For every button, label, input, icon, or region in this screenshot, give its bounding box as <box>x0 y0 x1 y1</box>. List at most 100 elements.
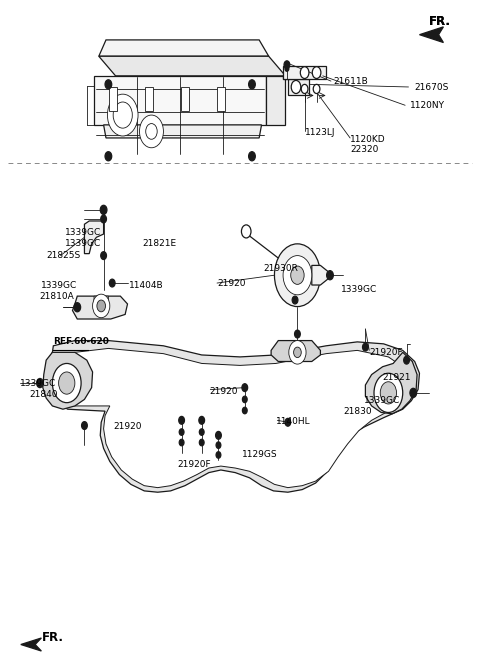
Text: 21920: 21920 <box>209 387 238 396</box>
Text: 22320: 22320 <box>350 145 378 153</box>
Circle shape <box>295 330 300 338</box>
Text: 21821E: 21821E <box>142 239 176 248</box>
Circle shape <box>362 343 368 351</box>
Polygon shape <box>104 125 262 138</box>
Text: REF.60-620: REF.60-620 <box>53 337 109 346</box>
Text: 21920: 21920 <box>217 278 246 288</box>
Bar <box>109 87 117 111</box>
Text: 21930R: 21930R <box>263 264 298 273</box>
Text: 21825S: 21825S <box>46 251 81 260</box>
Polygon shape <box>266 76 286 125</box>
Circle shape <box>74 303 81 312</box>
Circle shape <box>275 244 321 307</box>
Text: 1339GC: 1339GC <box>20 379 56 388</box>
Circle shape <box>294 347 301 358</box>
Circle shape <box>199 440 204 446</box>
Polygon shape <box>72 296 128 319</box>
Text: 1339GC: 1339GC <box>41 280 78 290</box>
Circle shape <box>292 296 298 304</box>
Text: 21921: 21921 <box>383 373 411 382</box>
Circle shape <box>291 266 304 284</box>
Circle shape <box>199 417 204 424</box>
Text: 1129GS: 1129GS <box>242 450 278 458</box>
Circle shape <box>100 205 107 214</box>
Text: 1339GC: 1339GC <box>65 239 102 248</box>
Polygon shape <box>46 341 420 492</box>
Circle shape <box>101 252 107 259</box>
Text: 21920F: 21920F <box>178 460 211 469</box>
Circle shape <box>216 442 221 449</box>
Circle shape <box>146 124 157 140</box>
Circle shape <box>105 152 112 161</box>
Text: 1339GC: 1339GC <box>65 228 102 237</box>
Bar <box>181 87 189 111</box>
Polygon shape <box>99 40 269 56</box>
Text: 21830: 21830 <box>343 407 372 416</box>
Text: 1339GC: 1339GC <box>340 285 377 294</box>
Circle shape <box>242 407 247 414</box>
Circle shape <box>140 115 163 148</box>
Circle shape <box>285 66 289 71</box>
Circle shape <box>312 67 321 79</box>
Polygon shape <box>52 348 408 487</box>
Circle shape <box>179 440 184 446</box>
Polygon shape <box>312 265 328 285</box>
Text: 1120NY: 1120NY <box>410 101 445 110</box>
Circle shape <box>216 432 221 440</box>
Circle shape <box>284 61 290 69</box>
Circle shape <box>283 255 312 295</box>
Circle shape <box>326 271 333 280</box>
Circle shape <box>105 80 112 89</box>
Circle shape <box>179 417 184 424</box>
Circle shape <box>109 279 115 287</box>
Circle shape <box>241 225 251 238</box>
Circle shape <box>289 341 306 364</box>
Circle shape <box>82 422 87 430</box>
Text: 11404B: 11404B <box>129 280 163 290</box>
Circle shape <box>285 419 291 426</box>
Circle shape <box>300 67 309 79</box>
Text: FR.: FR. <box>429 15 451 28</box>
Circle shape <box>410 388 417 398</box>
Text: 21611B: 21611B <box>333 77 368 86</box>
Circle shape <box>249 152 255 161</box>
Bar <box>217 87 225 111</box>
Circle shape <box>101 215 107 223</box>
Circle shape <box>216 452 221 458</box>
Polygon shape <box>94 296 108 314</box>
Text: 21920: 21920 <box>113 422 142 432</box>
Circle shape <box>113 102 132 128</box>
Text: 21840: 21840 <box>29 390 58 399</box>
Polygon shape <box>283 76 310 96</box>
Circle shape <box>301 84 308 94</box>
Circle shape <box>380 382 396 404</box>
Circle shape <box>242 384 248 392</box>
Text: 21810A: 21810A <box>39 291 74 301</box>
Text: 1123LJ: 1123LJ <box>305 128 335 138</box>
Polygon shape <box>43 352 93 409</box>
Polygon shape <box>21 638 41 651</box>
Polygon shape <box>271 341 321 362</box>
Circle shape <box>93 294 110 318</box>
Circle shape <box>97 300 106 312</box>
Polygon shape <box>420 27 444 43</box>
Circle shape <box>36 379 43 388</box>
Text: 21670S: 21670S <box>415 83 449 92</box>
Text: FR.: FR. <box>41 631 63 645</box>
Circle shape <box>108 94 138 136</box>
Polygon shape <box>84 221 104 253</box>
Polygon shape <box>94 76 266 125</box>
Circle shape <box>313 84 320 94</box>
Circle shape <box>199 429 204 436</box>
Polygon shape <box>365 352 417 414</box>
Circle shape <box>179 429 184 436</box>
Circle shape <box>374 373 403 413</box>
Text: 1120KD: 1120KD <box>350 135 386 143</box>
Text: 21920F: 21920F <box>369 348 403 357</box>
Polygon shape <box>99 56 286 76</box>
Circle shape <box>404 356 409 364</box>
Circle shape <box>249 80 255 89</box>
Text: FR.: FR. <box>429 15 451 28</box>
Text: 1339GC: 1339GC <box>363 396 400 405</box>
Circle shape <box>59 372 75 394</box>
